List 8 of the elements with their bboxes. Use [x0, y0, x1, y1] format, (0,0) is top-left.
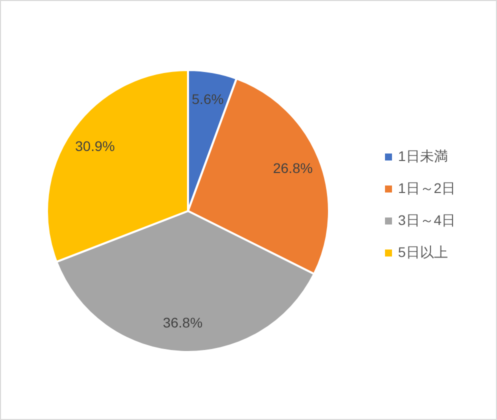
data-label: 36.8%: [162, 314, 203, 331]
legend-label: 1日未満: [398, 148, 448, 164]
data-label: 26.8%: [272, 160, 313, 176]
legend-label: 1日～2日: [398, 180, 456, 196]
data-label: 30.9%: [75, 138, 115, 154]
data-label: 5.6%: [192, 90, 224, 107]
legend-label: 3日～4日: [398, 212, 456, 228]
legend-label: 5日以上: [398, 244, 448, 260]
